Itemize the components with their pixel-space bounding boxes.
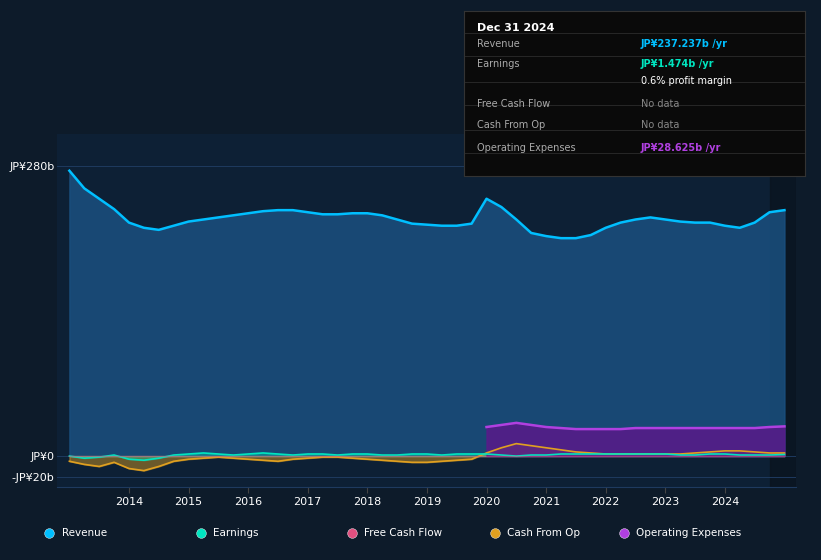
Text: Cash From Op: Cash From Op [478,120,546,130]
Text: Revenue: Revenue [478,39,521,49]
Text: Free Cash Flow: Free Cash Flow [364,529,442,538]
Text: Dec 31 2024: Dec 31 2024 [478,23,555,33]
Bar [769,134,796,487]
Text: JP¥28.625b /yr: JP¥28.625b /yr [641,143,722,153]
Text: Operating Expenses: Operating Expenses [635,529,741,538]
Text: Free Cash Flow: Free Cash Flow [478,99,551,109]
Text: 0.6% profit margin: 0.6% profit margin [641,76,732,86]
Text: Revenue: Revenue [62,529,107,538]
Text: JP¥237.237b /yr: JP¥237.237b /yr [641,39,728,49]
Text: No data: No data [641,99,680,109]
Text: Operating Expenses: Operating Expenses [478,143,576,153]
Text: Earnings: Earnings [213,529,258,538]
Text: No data: No data [641,120,680,130]
Text: Cash From Op: Cash From Op [507,529,580,538]
Text: Earnings: Earnings [478,59,520,69]
Text: JP¥1.474b /yr: JP¥1.474b /yr [641,59,714,69]
